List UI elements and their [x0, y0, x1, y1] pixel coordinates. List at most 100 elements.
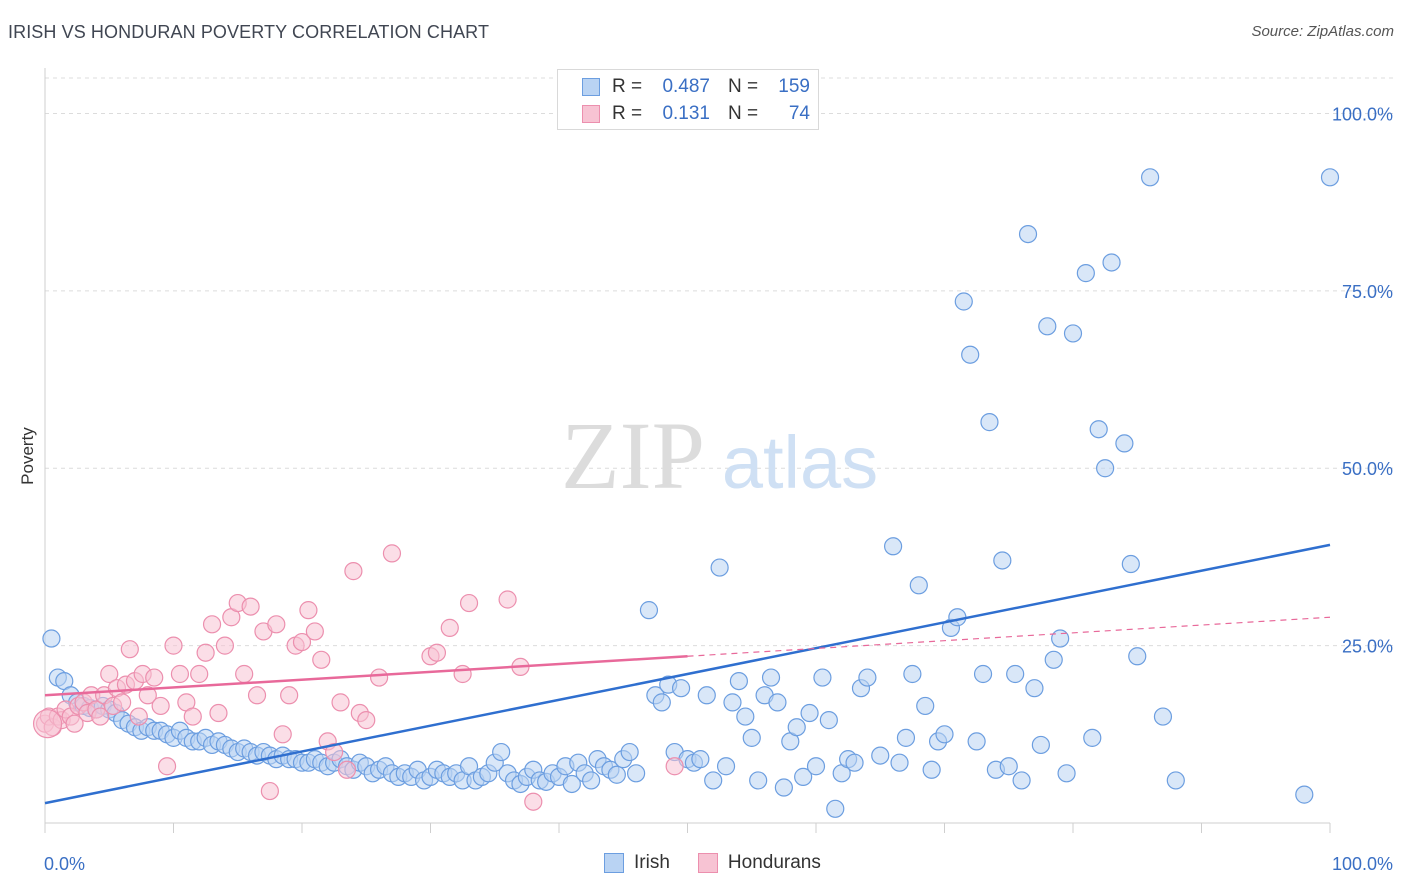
hondurans-point — [215, 636, 234, 655]
y-tick-label: 25.0% — [1342, 637, 1393, 657]
irish-point — [1025, 679, 1044, 698]
irish-point — [562, 774, 581, 794]
y-tick-label: 100.0% — [1332, 104, 1393, 124]
irish-points — [42, 168, 1340, 818]
irish-point — [691, 750, 710, 769]
y-tick-label: 75.0% — [1342, 282, 1393, 302]
hondurans-point — [665, 757, 684, 776]
irish-point — [1051, 629, 1070, 648]
hondurans-point — [138, 686, 157, 705]
irish-point — [582, 771, 601, 790]
irish-point — [697, 686, 716, 705]
chart-title: IRISH VS HONDURAN POVERTY CORRELATION CH… — [8, 22, 490, 42]
irish-trend-line — [44, 543, 1331, 805]
irish-point — [993, 551, 1012, 570]
hondurans-point — [235, 664, 254, 684]
irish-point — [1320, 168, 1340, 187]
hondurans-point — [112, 693, 132, 712]
hondurans-point — [170, 664, 190, 684]
legend-swatch-irish — [582, 78, 600, 96]
irish-point — [1096, 459, 1115, 478]
hondurans-point — [459, 593, 479, 613]
legend-item-hondurans: Hondurans — [697, 852, 821, 874]
irish-point — [903, 664, 922, 684]
irish-point — [1083, 728, 1102, 747]
legend-swatch-hondurans — [697, 853, 718, 873]
hondurans-point — [241, 597, 260, 616]
hondurans-point — [183, 707, 202, 726]
hondurans-point — [273, 725, 292, 744]
hondurans-point — [427, 643, 447, 662]
series-legend: Irish Hondurans — [604, 852, 849, 874]
irish-point — [1102, 253, 1121, 272]
irish-point — [883, 537, 903, 556]
hondurans-point — [100, 664, 119, 684]
axes — [44, 68, 1331, 833]
irish-point — [639, 601, 659, 620]
legend-row-hondurans: R = 0.131 N = 74 — [582, 102, 810, 126]
irish-point — [1057, 764, 1076, 783]
hondurans-point — [292, 632, 312, 652]
hondurans-point — [299, 601, 318, 620]
irish-point — [813, 668, 832, 687]
legend-label-hondurans: Hondurans — [727, 852, 821, 873]
irish-point — [1076, 264, 1095, 283]
x-tick-label-start: 0.0% — [44, 854, 85, 874]
irish-point — [819, 711, 838, 730]
irish-point — [1166, 771, 1185, 790]
irish-point — [961, 345, 980, 364]
irish-point — [916, 696, 935, 716]
irish-point — [948, 608, 967, 627]
irish-point — [723, 693, 742, 712]
legend-r-value: 0.487 — [662, 76, 710, 97]
irish-point — [787, 718, 806, 737]
irish-point — [1031, 735, 1050, 755]
legend-row-irish: R = 0.487 N = 159 — [582, 75, 810, 99]
irish-point — [729, 671, 749, 691]
hondurans-points — [32, 544, 684, 811]
irish-point — [710, 558, 729, 577]
hondurans-point — [453, 664, 472, 684]
legend-n-label: N = — [728, 76, 759, 97]
hondurans-point — [129, 707, 148, 726]
hondurans-point — [32, 709, 63, 739]
hondurans-point — [344, 562, 363, 581]
hondurans-point — [325, 742, 344, 762]
irish-point — [1044, 650, 1063, 669]
irish-point — [626, 764, 646, 783]
hondurans-point — [312, 650, 331, 669]
irish-point — [1295, 785, 1314, 804]
hondurans-point — [164, 636, 183, 655]
hondurans-point — [267, 615, 286, 634]
irish-point — [1115, 434, 1134, 453]
y-axis-label: Poverty — [18, 427, 37, 485]
irish-point — [671, 679, 691, 698]
irish-point — [768, 693, 787, 712]
irish-point — [1063, 324, 1083, 343]
hondurans-point — [190, 664, 209, 684]
hondurans-point — [305, 622, 324, 641]
legend-n-label: N = — [728, 103, 759, 124]
legend-swatch-hondurans — [582, 105, 600, 123]
irish-point — [1006, 664, 1025, 684]
irish-point — [845, 753, 864, 772]
hondurans-point — [524, 792, 543, 811]
irish-point — [607, 765, 626, 784]
hondurans-point — [337, 760, 357, 779]
irish-point — [652, 693, 671, 712]
hondurans-point — [209, 703, 228, 723]
irish-point — [716, 757, 736, 776]
irish-point — [806, 757, 826, 776]
hondurans-point — [151, 696, 170, 716]
irish-point — [980, 413, 999, 432]
hondurans-point — [440, 618, 459, 637]
irish-point — [871, 746, 890, 765]
legend-r-label: R = — [612, 103, 643, 124]
irish-point — [1121, 554, 1140, 574]
watermark-atlas: atlas — [722, 421, 878, 504]
legend-item-irish: Irish — [604, 852, 670, 874]
irish-point — [742, 728, 761, 747]
irish-point — [736, 707, 755, 726]
irish-point — [761, 668, 781, 687]
